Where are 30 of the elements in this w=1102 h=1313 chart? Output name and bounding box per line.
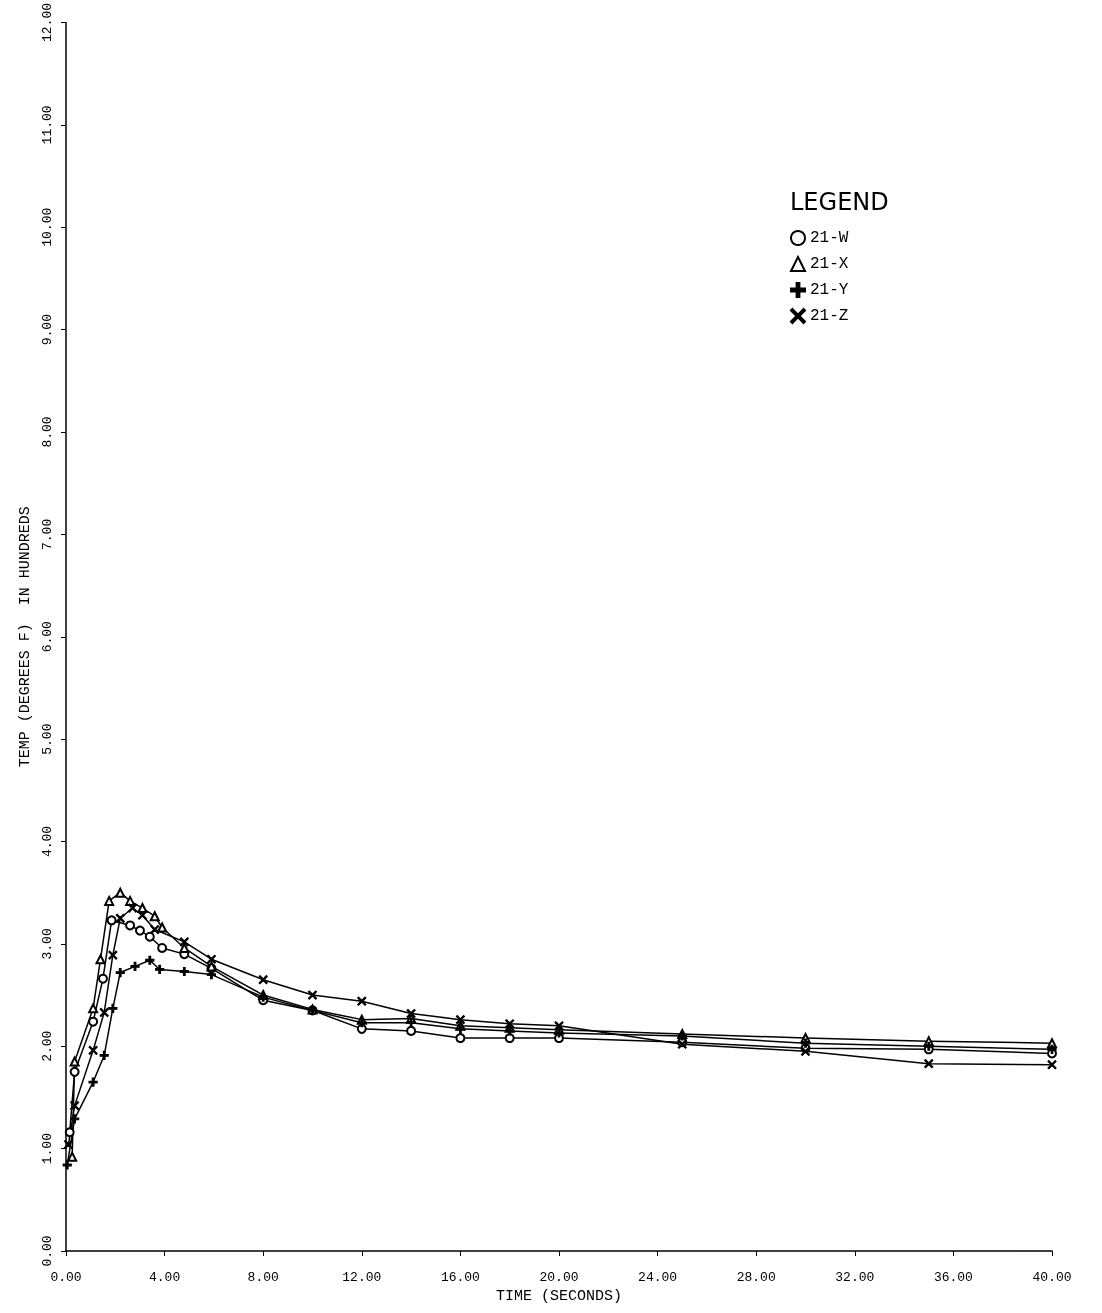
y-tick-label: 7.00	[40, 518, 55, 550]
x-tick-label: 0.00	[50, 1270, 82, 1285]
y-tick-label: 11.00	[40, 105, 55, 145]
y-tick-label: 1.00	[40, 1133, 55, 1165]
x-tick-label: 12.00	[342, 1270, 382, 1285]
x-tick-label: 24.00	[638, 1270, 678, 1285]
y-tick-label: 8.00	[40, 416, 55, 448]
y-tick-label: 9.00	[40, 314, 55, 346]
x-axis-title: TIME (SECONDS)	[495, 1288, 623, 1305]
legend-label: 21-W	[810, 229, 849, 247]
x-tick-label: 4.00	[148, 1270, 181, 1285]
x-tick-label: 8.00	[247, 1270, 279, 1285]
y-tick-label: 12.00	[40, 3, 55, 43]
y-tick-label: 3.00	[40, 928, 55, 960]
x-tick-label: 40.00	[1032, 1270, 1072, 1285]
x-tick-label: 20.00	[539, 1270, 579, 1285]
x-tick-label: 16.00	[440, 1270, 480, 1285]
legend-title: LEGEND	[790, 188, 889, 216]
y-tick-label: 10.00	[40, 207, 55, 247]
legend-label: 21-Y	[810, 281, 849, 299]
x-tick-label: 28.00	[736, 1270, 776, 1285]
x-tick-label: 36.00	[933, 1270, 973, 1285]
y-tick-label: 4.00	[40, 825, 55, 858]
x-tick-label: 32.00	[835, 1270, 875, 1285]
y-axis-title: TEMP (DEGREES F) IN HUNDREDS	[17, 506, 35, 768]
y-tick-label: 6.00	[40, 621, 55, 653]
legend-label: 21-Z	[810, 307, 849, 325]
y-tick-label: 2.00	[40, 1030, 55, 1062]
legend-label: 21-X	[810, 255, 849, 273]
y-tick-label: 5.00	[40, 723, 55, 755]
